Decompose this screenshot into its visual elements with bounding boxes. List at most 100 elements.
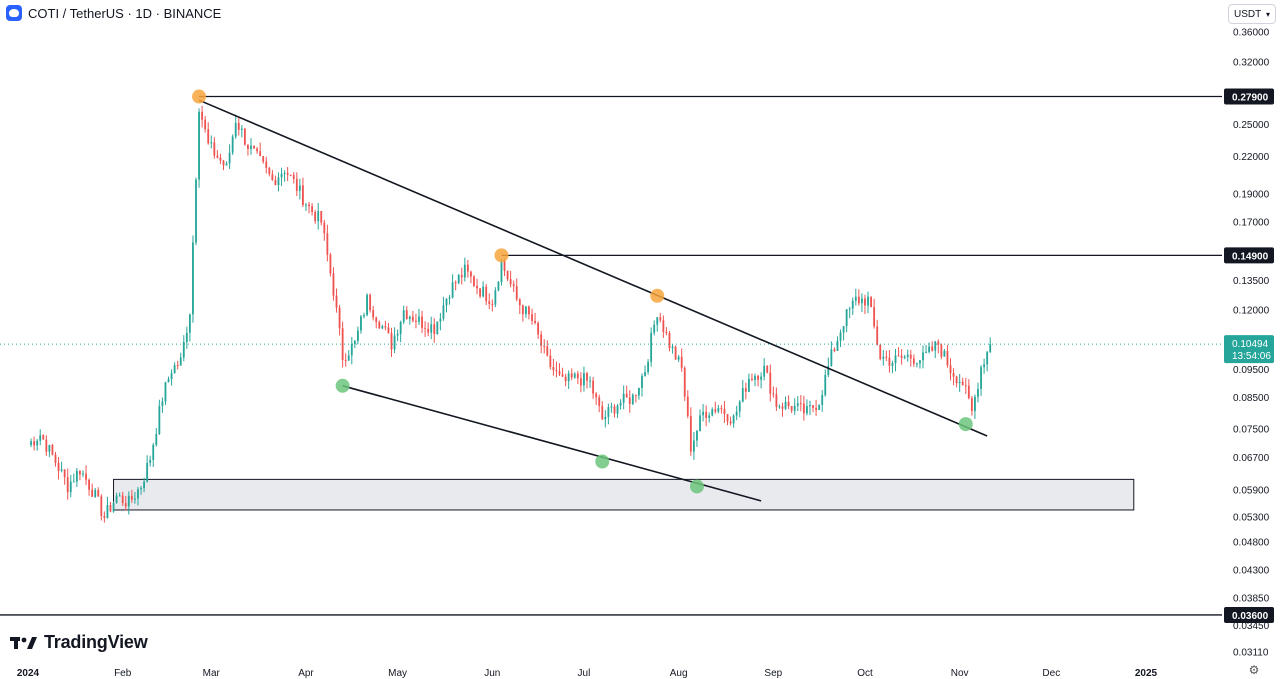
candle [958, 374, 961, 392]
currency-selector[interactable]: USDT ▾ [1228, 4, 1276, 24]
candle [405, 306, 408, 320]
candle-body [543, 345, 546, 347]
candle-body [625, 393, 628, 398]
candle [699, 409, 701, 432]
candle-body [589, 380, 591, 382]
candle-body [601, 405, 604, 420]
candle [488, 293, 491, 309]
candle [88, 478, 91, 496]
candle [411, 310, 414, 323]
candle-body [583, 373, 585, 386]
candle [952, 368, 955, 386]
candle-body [51, 444, 54, 455]
candle-body [225, 163, 228, 166]
candle-body [45, 439, 48, 452]
candle [656, 316, 659, 332]
candle-body [579, 378, 582, 386]
candle [231, 134, 234, 155]
candle-body [88, 479, 91, 490]
candle [402, 305, 405, 325]
candle [882, 349, 885, 366]
candle-body [121, 495, 124, 504]
candle-body [879, 344, 882, 359]
candle-body [937, 341, 940, 345]
candle [292, 172, 295, 184]
candle-body [314, 212, 317, 222]
candle-body [570, 373, 573, 378]
candle-body [738, 401, 741, 412]
candle-body [876, 326, 879, 345]
x-tick-label: Nov [951, 668, 969, 679]
candle [51, 444, 54, 456]
candle-body [308, 204, 310, 207]
candle-body [344, 359, 347, 361]
candle [274, 175, 277, 186]
candle [922, 345, 924, 369]
candle [934, 340, 937, 359]
candle-body [787, 401, 790, 407]
candle-body [564, 376, 567, 382]
candle [659, 312, 662, 323]
candle-body [360, 316, 362, 331]
candle-body [448, 297, 451, 299]
candle [353, 339, 356, 349]
candle [717, 404, 720, 414]
candle [867, 291, 869, 314]
candle [842, 325, 845, 341]
candle-body [79, 470, 81, 475]
candle [671, 344, 674, 354]
candle [668, 330, 671, 352]
candle-body [173, 365, 176, 374]
y-tick-label: 0.03110 [1233, 648, 1269, 659]
candle-body [665, 331, 668, 334]
candle-body [806, 406, 808, 414]
candle [894, 349, 897, 372]
candle [146, 455, 149, 483]
gear-icon[interactable]: ⚙ [1248, 663, 1260, 677]
candle-body [152, 444, 155, 460]
candle [912, 354, 915, 367]
candle-body [274, 179, 277, 186]
candle-body [610, 406, 613, 408]
candle [445, 298, 448, 313]
x-tick-label: Feb [114, 668, 132, 679]
candle-body [463, 264, 466, 278]
candle [195, 177, 197, 246]
candle [741, 379, 744, 403]
candle-body [650, 332, 653, 362]
candle [512, 280, 515, 293]
candle [757, 374, 759, 387]
candle [415, 313, 417, 329]
candle-body [341, 328, 344, 360]
candle-body [567, 373, 570, 382]
candle-body [240, 128, 243, 130]
candle [970, 395, 973, 416]
candle-body [873, 307, 876, 327]
candle [653, 320, 656, 336]
candle-body [857, 296, 860, 304]
candle [531, 308, 533, 325]
symbol-title[interactable]: COTI / TetherUS · 1D · BINANCE [28, 5, 222, 21]
candle-body [204, 119, 207, 130]
current-price-tag [1224, 335, 1274, 364]
candle-body [115, 495, 118, 503]
candle-body [546, 346, 549, 356]
candle-body [842, 326, 845, 333]
candle [977, 382, 979, 403]
candle [384, 320, 387, 331]
candle [885, 350, 888, 361]
candle-body [421, 316, 423, 328]
candle [396, 329, 399, 342]
y-tick-label: 0.03850 [1233, 593, 1270, 604]
candle [192, 235, 194, 323]
candle-body [106, 505, 109, 518]
candle-body [747, 378, 750, 392]
candle-body [711, 409, 714, 416]
candle [909, 349, 912, 367]
candle-body [726, 414, 729, 422]
candle [714, 401, 717, 414]
y-tick-label: 0.07500 [1233, 425, 1270, 436]
candle-body [576, 373, 579, 379]
candle [97, 487, 100, 497]
